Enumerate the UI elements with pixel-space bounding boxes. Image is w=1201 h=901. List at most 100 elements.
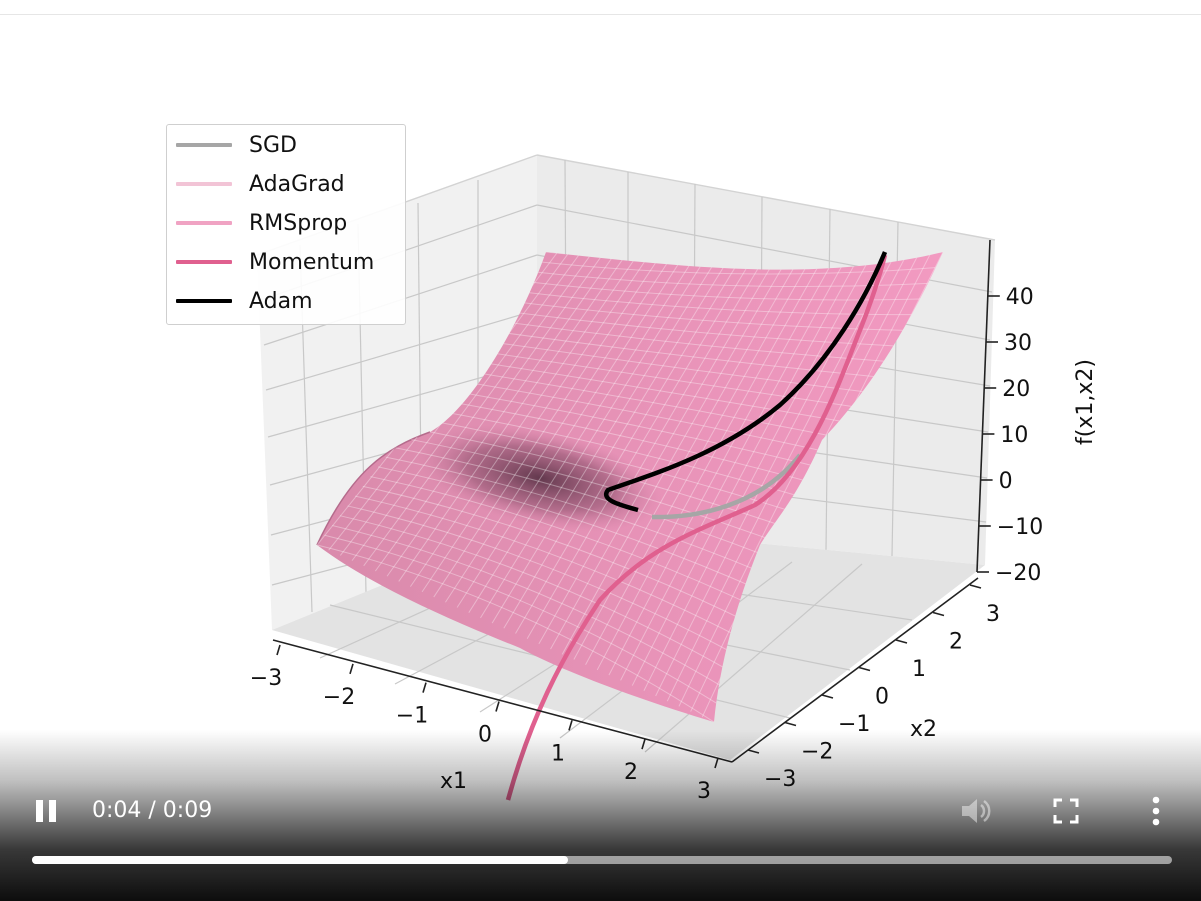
mesh-line [491, 252, 722, 624]
legend-swatch [176, 260, 232, 264]
y-tick [784, 721, 797, 727]
mesh-line [351, 252, 582, 561]
z-tick-label: 40 [1006, 285, 1034, 310]
mesh-line [386, 252, 617, 577]
mesh-line [370, 476, 768, 613]
mesh-line [363, 252, 594, 567]
mesh-line [585, 252, 815, 665]
mesh-line [433, 252, 664, 598]
mesh-line [608, 252, 839, 676]
mesh-line [461, 358, 860, 425]
x-tick [349, 663, 354, 675]
mesh-line [393, 446, 791, 566]
mesh-line [355, 495, 753, 645]
mesh-line [507, 300, 905, 331]
mesh-line [492, 319, 890, 363]
x-tick [276, 644, 281, 656]
y-tick [895, 639, 908, 644]
x-tick-label: −3 [250, 666, 282, 691]
x-tick [568, 720, 573, 731]
mesh-line [454, 368, 852, 441]
mesh-line [408, 427, 806, 535]
chart-legend: SGD AdaGrad RMSprop Momentum Adam [166, 124, 406, 325]
volume-button[interactable] [958, 793, 994, 829]
more-vert-icon [1152, 796, 1160, 826]
legend-swatch [176, 143, 232, 147]
mesh-line [596, 252, 827, 671]
progress-fill [32, 856, 568, 864]
y-tick-label: 1 [912, 657, 926, 682]
mesh-line [515, 290, 913, 316]
mesh-line [377, 466, 776, 598]
mesh-line [317, 544, 715, 722]
z-axis-label: f(x1,x2) [1073, 359, 1098, 445]
legend-label: Momentum [249, 250, 375, 275]
mesh-line [362, 485, 761, 629]
legend-label: AdaGrad [249, 172, 345, 197]
path-momentum [505, 254, 888, 801]
fullscreen-button[interactable] [1048, 793, 1084, 829]
mesh-line [332, 524, 730, 692]
y-tick [858, 666, 871, 672]
y-tick-label: 3 [986, 602, 1000, 627]
x-tick-label: −1 [396, 704, 428, 729]
mesh-line [484, 329, 882, 378]
mesh-line [523, 280, 921, 301]
mesh-line [431, 398, 829, 488]
volume-icon [962, 799, 991, 823]
x-tick [495, 701, 500, 712]
pause-button[interactable] [28, 793, 64, 829]
legend-item-rmsprop: RMSprop [167, 208, 405, 238]
y-tick-label: 0 [875, 685, 889, 710]
mesh-line [446, 378, 844, 457]
mesh-line [538, 252, 769, 645]
z-tick-label: −10 [997, 515, 1043, 540]
z-tick-label: 10 [1000, 423, 1028, 448]
mesh-line [503, 252, 734, 629]
mesh-line [347, 505, 745, 660]
mesh-line [573, 252, 804, 660]
z-axis: −20 −10 0 10 20 30 40 [976, 239, 1043, 586]
path-adam [604, 251, 888, 513]
legend-label: Adam [249, 289, 313, 314]
y-tick [932, 611, 945, 617]
more-options-button[interactable] [1138, 793, 1174, 829]
mesh-line [385, 456, 783, 582]
legend-item-adagrad: AdaGrad [167, 169, 405, 199]
mesh-line [468, 252, 699, 613]
mesh-line [678, 252, 909, 707]
mesh-line [410, 252, 640, 587]
top-divider [0, 14, 1201, 15]
mesh-line [620, 252, 851, 681]
mesh-line [643, 252, 874, 691]
path-sgd [651, 453, 802, 520]
legend-swatch [176, 182, 232, 186]
legend-item-adam: Adam [167, 286, 405, 316]
mesh-line [445, 252, 675, 603]
mesh-line [439, 388, 837, 472]
mesh-line [339, 515, 738, 676]
y-tick [821, 694, 834, 699]
x-tick-label: −2 [323, 685, 355, 710]
fullscreen-icon [1053, 798, 1079, 824]
mesh-line [526, 252, 757, 639]
mesh-line [469, 349, 867, 410]
legend-item-sgd: SGD [167, 130, 405, 160]
progress-bar[interactable] [32, 856, 1172, 864]
z-tick-label: 30 [1004, 331, 1032, 356]
legend-item-momentum: Momentum [167, 247, 405, 277]
legend-swatch [176, 299, 232, 303]
mesh-line [480, 252, 710, 619]
mesh-line [324, 534, 722, 707]
mesh-line [374, 252, 605, 572]
legend-label: RMSprop [249, 211, 348, 236]
mesh-line [421, 252, 652, 593]
x-tick [422, 682, 427, 693]
z-tick-label: 0 [999, 469, 1013, 494]
pause-icon [36, 800, 56, 822]
z-tick-label: 20 [1002, 377, 1030, 402]
mesh-line [550, 252, 780, 650]
mesh-line [456, 252, 687, 608]
z-tick-label: −20 [995, 561, 1041, 586]
video-controls: 0:04 / 0:09 [0, 730, 1201, 901]
